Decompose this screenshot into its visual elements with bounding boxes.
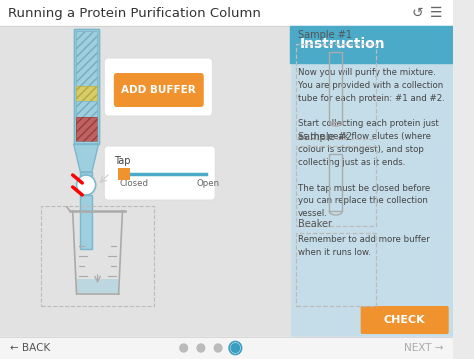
Bar [290, 26, 454, 63]
Bar [75, 31, 97, 86]
Bar [296, 233, 376, 306]
Text: Sample #2: Sample #2 [298, 132, 352, 142]
Text: ↺: ↺ [411, 6, 423, 20]
Circle shape [180, 344, 188, 352]
Text: Running a Protein Purification Column: Running a Protein Purification Column [8, 6, 261, 19]
Bar [77, 279, 118, 293]
Bar [75, 117, 97, 141]
Bar [0, 337, 454, 359]
Bar [329, 154, 343, 211]
Polygon shape [73, 144, 99, 172]
Text: Tap: Tap [114, 156, 130, 166]
Text: ☰: ☰ [430, 6, 443, 20]
Circle shape [214, 344, 222, 352]
Text: Sample #1: Sample #1 [298, 30, 352, 40]
Text: Closed: Closed [119, 179, 148, 188]
Bar [75, 86, 97, 101]
FancyBboxPatch shape [361, 306, 449, 334]
FancyBboxPatch shape [114, 73, 204, 107]
Bar [118, 168, 130, 180]
Bar [41, 206, 154, 306]
Text: Instruction: Instruction [300, 37, 385, 51]
FancyBboxPatch shape [104, 58, 212, 116]
Bar [0, 0, 454, 26]
Bar [296, 44, 376, 139]
Text: CHECK: CHECK [384, 315, 426, 325]
Bar [296, 146, 376, 226]
Bar [290, 26, 454, 337]
Text: Now you will purify the mixture.
You are provided with a collection
tube for eac: Now you will purify the mixture. You are… [298, 68, 445, 257]
Text: ADD BUFFER: ADD BUFFER [121, 85, 196, 95]
Text: Open: Open [196, 179, 219, 188]
Bar [75, 101, 97, 117]
Circle shape [231, 344, 240, 353]
Bar [75, 101, 97, 117]
Text: Beaker: Beaker [298, 219, 331, 229]
Bar [75, 117, 97, 141]
Bar [0, 26, 290, 337]
Bar [73, 29, 99, 144]
Bar [75, 31, 97, 86]
Bar [329, 52, 343, 122]
Bar [81, 195, 92, 249]
Text: NEXT →: NEXT → [404, 343, 444, 353]
Bar [81, 172, 92, 176]
Circle shape [76, 175, 96, 195]
Circle shape [197, 344, 205, 352]
Bar [73, 29, 99, 144]
FancyBboxPatch shape [104, 146, 215, 200]
Bar [75, 86, 97, 101]
Text: ← BACK: ← BACK [9, 343, 50, 353]
